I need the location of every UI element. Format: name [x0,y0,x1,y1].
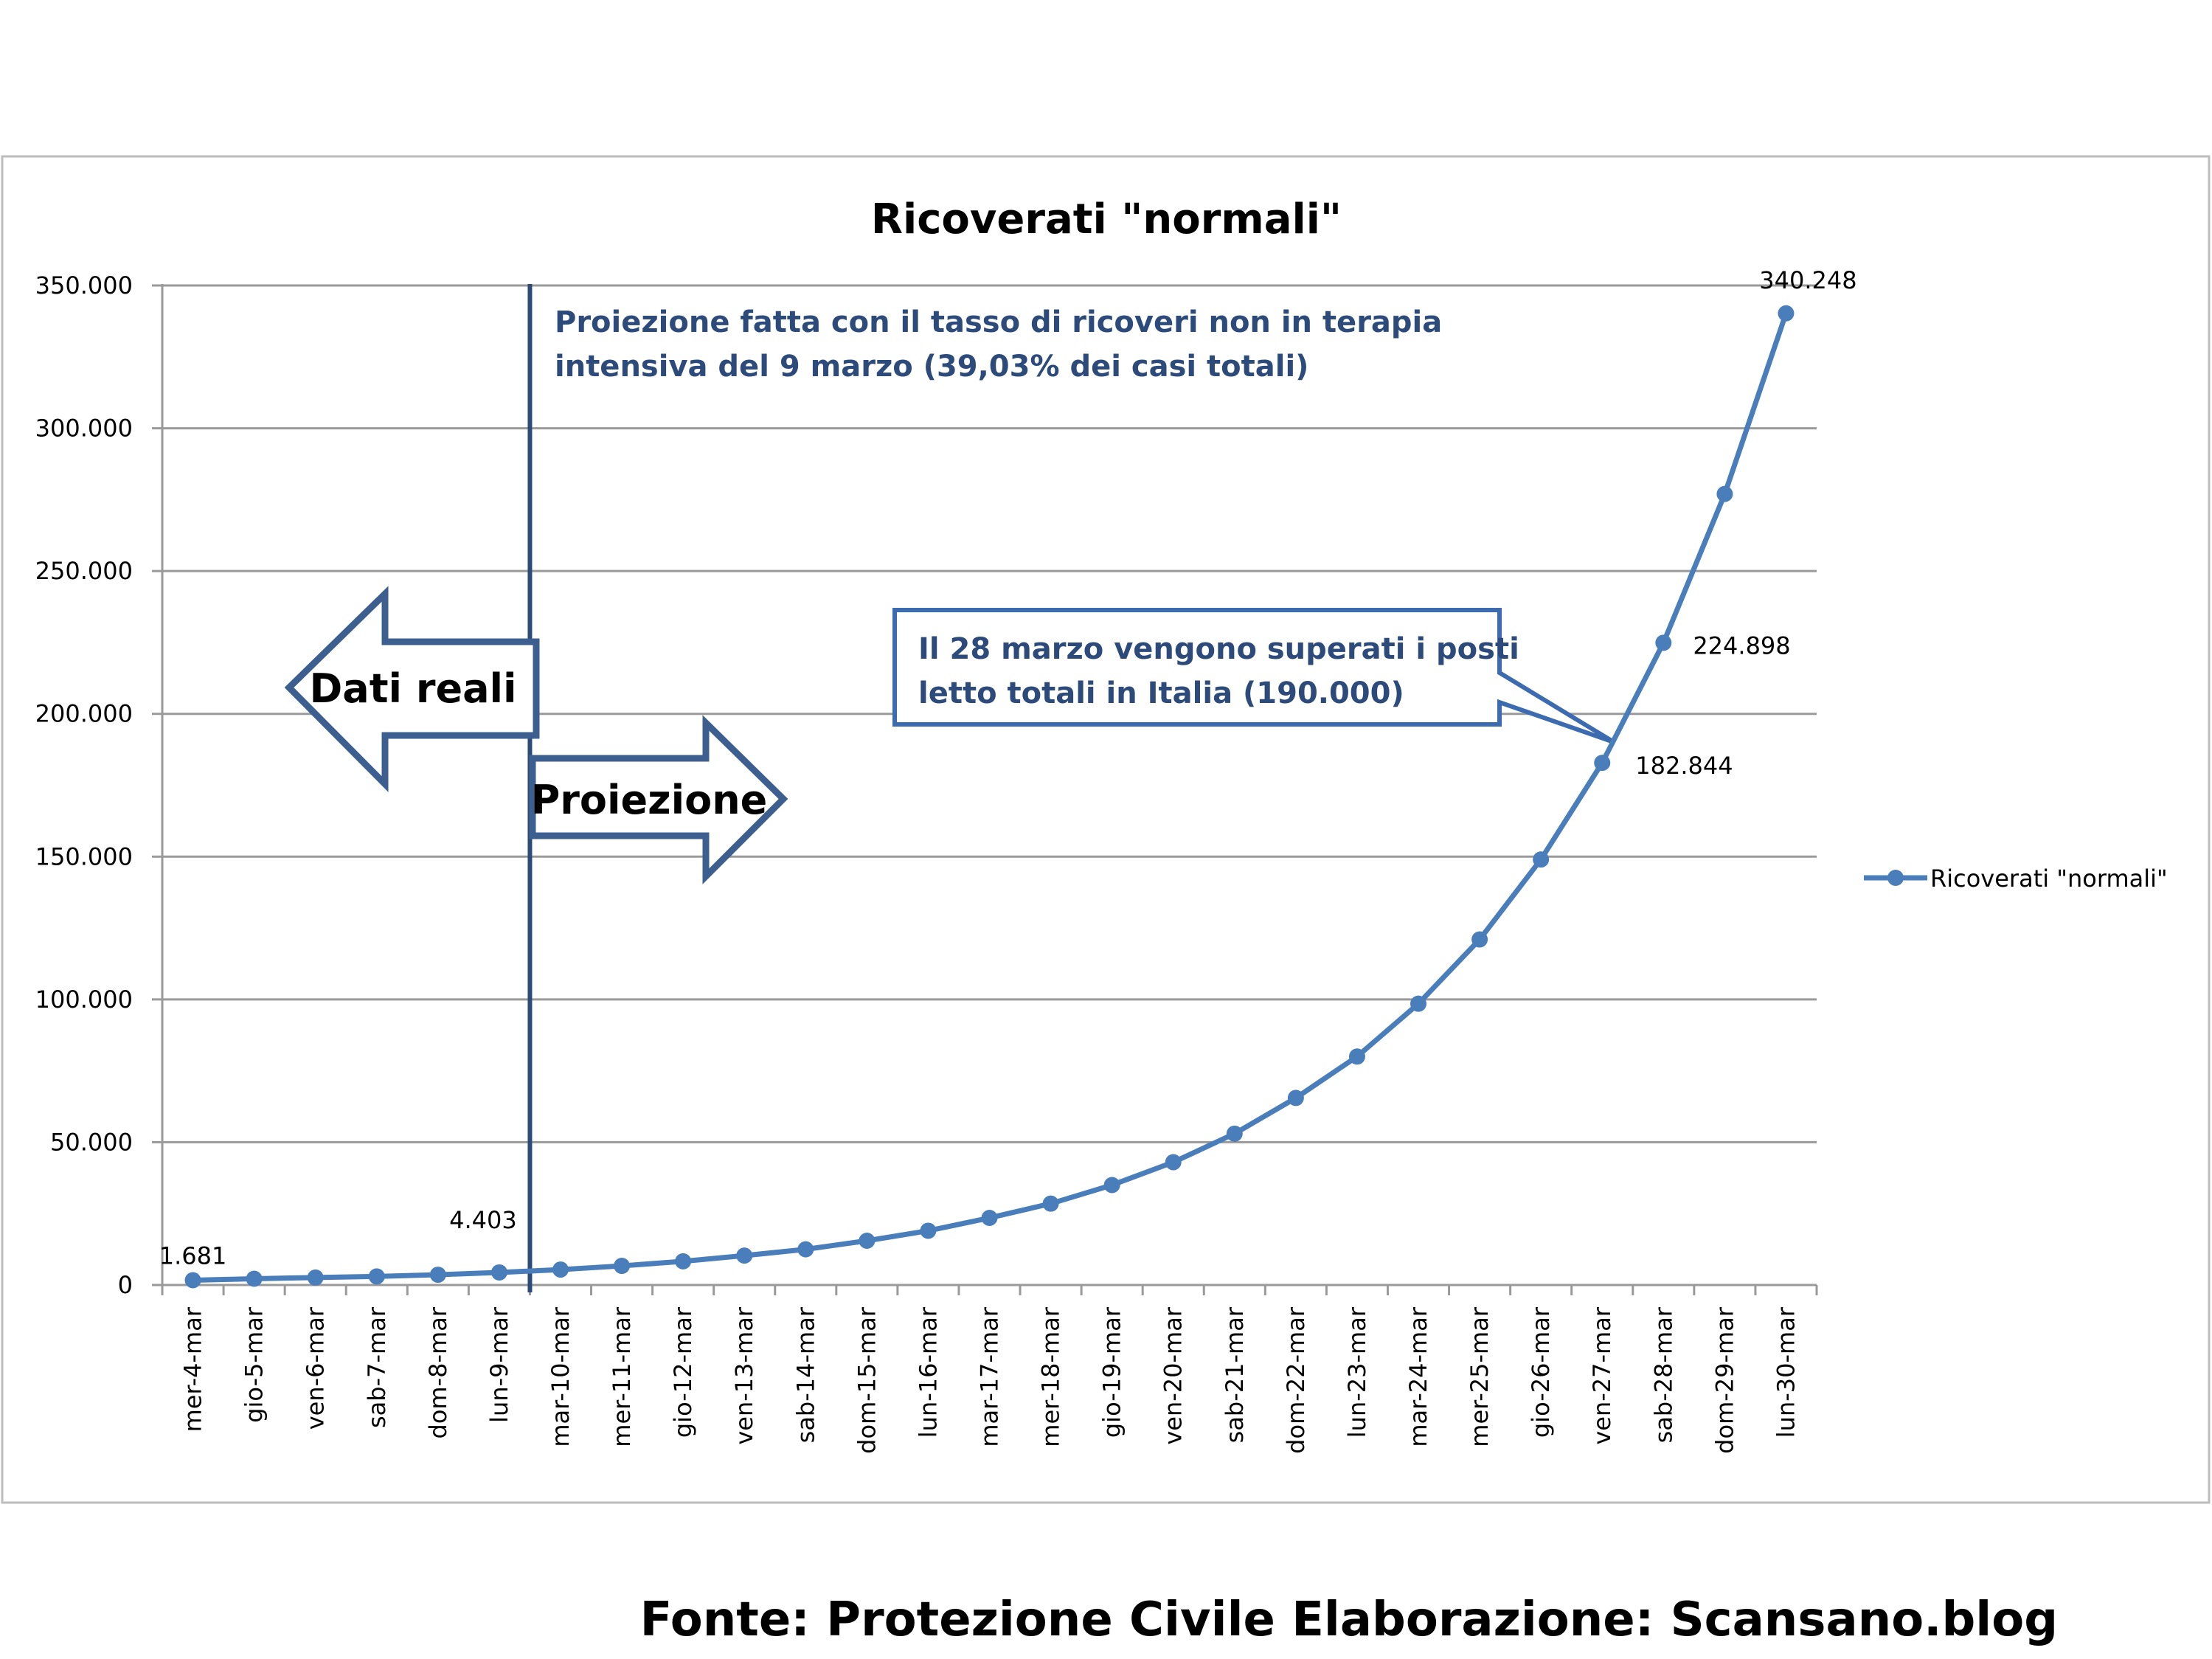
x-tick-label: dom-8-mar [424,1306,452,1438]
data-label: 182.844 [1635,752,1733,780]
x-tick-label: mer-11-mar [608,1306,636,1447]
data-label: 340.248 [1759,266,1856,294]
x-tick-label: ven-6-mar [302,1306,330,1430]
legend-marker [1887,870,1904,886]
data-point [307,1269,324,1286]
data-point [490,1264,507,1281]
data-point [1533,851,1550,868]
y-tick-label: 50.000 [50,1128,133,1156]
data-point [859,1232,876,1249]
x-tick-label: mar-10-mar [547,1306,575,1447]
y-tick-label: 250.000 [35,557,133,585]
data-point [368,1268,385,1285]
data-point [1348,1048,1365,1065]
x-tick-label: lun-9-mar [485,1306,513,1423]
x-tick-label: lun-23-mar [1343,1306,1371,1438]
data-point [1287,1090,1304,1106]
x-tick-label: mar-17-mar [976,1306,1004,1447]
data-point [1226,1125,1243,1142]
arrow-left-shape [284,586,540,792]
x-tick-label: mer-4-mar [179,1306,207,1432]
data-point [429,1267,446,1284]
arrow-right-label: Proiezione [531,777,768,823]
data-point [1716,485,1733,502]
arrow-left-label: Dati reali [309,665,516,712]
data-label: 4.403 [449,1206,517,1234]
x-tick-label: ven-27-mar [1588,1306,1616,1445]
legend-label: Ricoverati "normali" [1930,865,2168,893]
callout-line-1: Il 28 marzo vengono superati i posti [918,632,1519,666]
data-label: 1.681 [159,1241,227,1270]
data-point [1042,1195,1059,1212]
y-tick-label: 350.000 [35,271,133,299]
y-tick-label: 150.000 [35,842,133,870]
x-tick-label: gio-26-mar [1527,1306,1555,1438]
y-tick-labels: 0 50.000 100.000 150.000 200.000 250.000 300.0… [35,271,133,1299]
data-point [1410,995,1427,1012]
data-point [981,1210,998,1227]
x-tick-label: gio-12-mar [669,1306,697,1438]
y-tick-label: 0 [118,1271,133,1299]
y-tick-label: 100.000 [35,986,133,1014]
x-tick-label: gio-19-mar [1098,1306,1126,1438]
data-point [920,1222,937,1239]
callout-line-2: letto totali in Italia (190.000) [918,676,1404,710]
data-points [184,305,1795,1289]
data-point [1165,1154,1182,1171]
x-tick-label: dom-15-mar [853,1306,881,1454]
data-point [1778,305,1795,322]
data-point [552,1261,569,1278]
chart-title: Ricoverati "normali" [871,195,1342,243]
x-tick-label: mer-18-mar [1037,1306,1065,1447]
x-tick-label: lun-30-mar [1772,1306,1800,1438]
data-point [1103,1177,1120,1194]
data-point [797,1241,814,1258]
projection-note-line-1: Proiezione fatta con il tasso di ricover… [555,305,1442,339]
x-tick-label: dom-29-mar [1710,1306,1738,1454]
x-tick-label: mer-25-mar [1466,1306,1494,1447]
data-labels: 1.681 4.403 182.844 224.898 340.248 [159,266,1857,1270]
x-tick-label: dom-22-mar [1282,1306,1310,1454]
data-point [1594,755,1611,772]
x-tick-label: lun-16-mar [914,1306,942,1438]
x-tick-label: sab-21-mar [1221,1306,1249,1443]
x-tick-label: sab-7-mar [363,1306,391,1428]
arrow-right-shape [529,715,788,884]
data-point [614,1258,631,1275]
y-tick-label: 200.000 [35,700,133,728]
x-tick-label: ven-13-mar [730,1306,758,1445]
data-point [184,1272,201,1289]
source-credit: Fonte: Protezione Civile Elaborazione: S… [640,1593,2058,1647]
y-tick-label: 300.000 [35,415,133,443]
data-point [246,1270,263,1287]
data-point [736,1247,753,1264]
data-point [1471,931,1488,948]
x-tick-label: gio-5-mar [240,1306,268,1423]
data-point [1655,634,1672,651]
x-tick-label: sab-14-mar [791,1306,819,1443]
callout-box [892,608,1616,745]
x-tick-labels: mer-4-mar gio-5-mar ven-6-mar sab-7-mar dom-… [179,1306,1800,1454]
x-tick-label: mar-24-mar [1404,1306,1432,1447]
data-point [675,1253,692,1270]
projection-note-line-2: intensiva del 9 marzo (39,03% dei casi t… [555,350,1308,384]
data-label: 224.898 [1693,631,1790,659]
x-tick-label: sab-28-mar [1649,1306,1677,1443]
x-tick-label: ven-20-mar [1159,1306,1188,1445]
axes [161,284,1818,1295]
